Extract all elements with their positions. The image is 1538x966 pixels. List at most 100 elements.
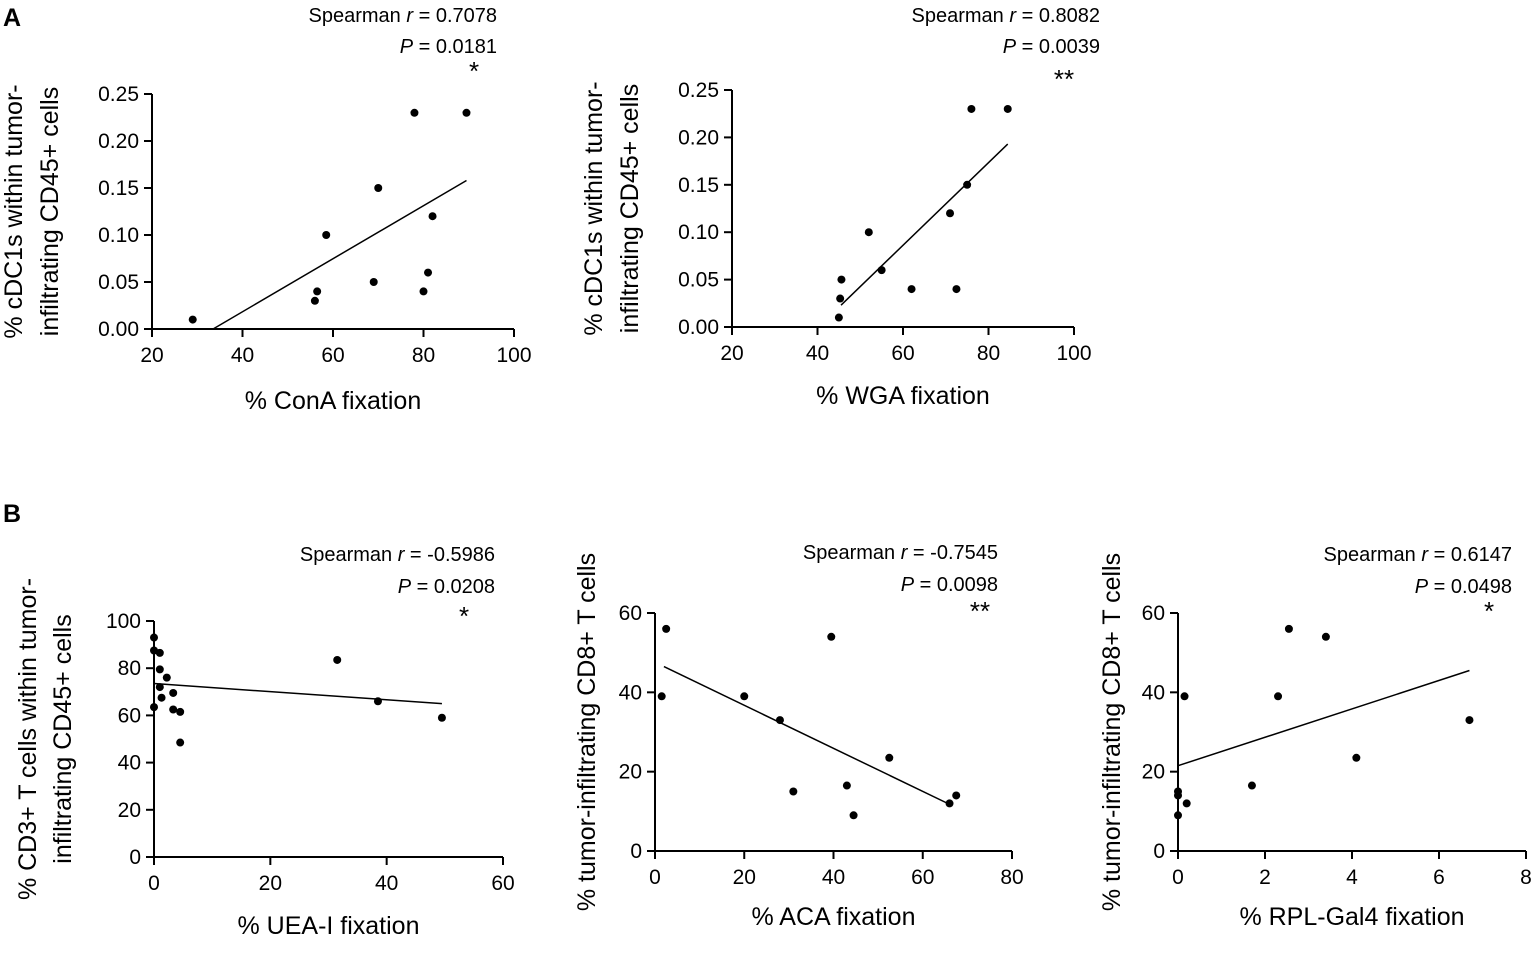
x-tick-label: 100 xyxy=(1056,342,1091,365)
x-axis-title: % ACA fixation xyxy=(752,903,916,931)
significance-stars: ** xyxy=(970,596,990,626)
data-point xyxy=(952,285,961,294)
data-point xyxy=(410,108,419,117)
data-point xyxy=(155,683,164,692)
y-tick-label: 0.20 xyxy=(98,130,139,153)
x-tick-label: 80 xyxy=(412,344,435,367)
y-tick-label: 100 xyxy=(106,610,141,633)
p-value-label: P = 0.0181 xyxy=(400,36,497,58)
x-tick-label: 4 xyxy=(1346,866,1358,889)
data-point xyxy=(419,287,428,296)
x-tick-label: 0 xyxy=(148,872,160,895)
y-tick-label: 20 xyxy=(118,799,141,822)
y-axis-title-line: infiltrating CD45+ cells xyxy=(616,84,644,333)
data-point xyxy=(150,633,158,642)
data-point xyxy=(437,713,446,722)
y-tick-label: 0 xyxy=(129,846,141,869)
data-point xyxy=(967,104,976,113)
data-point xyxy=(369,278,378,286)
y-tick-label: 0.05 xyxy=(678,269,719,292)
y-tick-label: 40 xyxy=(1142,681,1165,704)
x-tick-label: 40 xyxy=(375,872,398,895)
data-point xyxy=(169,705,178,714)
y-axis-title-line: % tumor-infiltrating CD8+ T cells xyxy=(573,553,601,911)
data-point xyxy=(188,315,197,324)
data-point xyxy=(374,184,383,192)
scatter-chart-3: 0 20 40 60 0 20 40 60 80 100 % UEA-I fixation % CD3… xyxy=(14,544,515,940)
data-point xyxy=(162,673,171,682)
y-tick-label: 40 xyxy=(118,752,141,775)
p-value-label: P = 0.0098 xyxy=(901,574,998,596)
data-point xyxy=(946,209,955,218)
y-axis-title-line: % CD3+ T cells within tumor- xyxy=(14,578,42,900)
y-tick-label: 0 xyxy=(1153,840,1165,863)
y-axis-title-line: % cDC1s within tumor- xyxy=(0,84,28,338)
data-point xyxy=(864,228,873,237)
data-point xyxy=(740,692,749,701)
data-point xyxy=(662,624,671,633)
scatter-chart-5: 0 2 4 6 8 0 20 40 60 % RPL-Gal4 fixation % tumor-i… xyxy=(1098,544,1532,931)
x-tick-label: 60 xyxy=(491,872,514,895)
data-point xyxy=(657,692,666,701)
y-tick-label: 20 xyxy=(1142,761,1165,784)
data-point xyxy=(373,697,382,706)
data-point xyxy=(945,799,954,808)
x-tick-label: 80 xyxy=(977,342,1000,365)
x-axis-title: % ConA fixation xyxy=(245,387,422,415)
x-tick-label: 100 xyxy=(496,344,531,367)
y-tick-label: 80 xyxy=(118,657,141,680)
spearman-r-label: Spearman r = -0.5986 xyxy=(300,544,495,566)
x-tick-label: 20 xyxy=(733,866,756,889)
spearman-r-label: Spearman r = 0.8082 xyxy=(912,5,1100,27)
significance-stars: * xyxy=(459,601,469,631)
data-point xyxy=(169,688,178,697)
significance-stars: * xyxy=(1484,596,1494,626)
x-tick-label: 20 xyxy=(720,342,743,365)
y-tick-label: 20 xyxy=(619,761,642,784)
data-point xyxy=(333,655,342,664)
data-point xyxy=(155,665,164,674)
y-tick-label: 0.25 xyxy=(678,79,719,102)
data-point xyxy=(775,716,784,725)
y-tick-label: 60 xyxy=(619,602,642,625)
data-point xyxy=(1284,624,1293,633)
scatter-chart-1: 20 40 60 80 100 0.00 0.05 0.10 0.15 0.20 0.25 % Con… xyxy=(0,5,532,415)
x-tick-label: 8 xyxy=(1520,866,1532,889)
data-point xyxy=(1352,753,1361,762)
data-point xyxy=(1003,104,1012,113)
data-point xyxy=(827,632,836,641)
p-value-label: P = 0.0208 xyxy=(398,576,495,598)
y-tick-label: 0.00 xyxy=(98,318,139,341)
regression-line xyxy=(840,143,1009,306)
x-tick-label: 0 xyxy=(649,866,661,889)
data-point xyxy=(907,285,916,294)
y-tick-label: 0 xyxy=(630,840,642,863)
x-tick-label: 20 xyxy=(259,872,282,895)
data-point xyxy=(176,707,185,716)
data-point xyxy=(1174,811,1182,820)
panel-label-a: A xyxy=(3,4,21,32)
y-tick-label: 0.20 xyxy=(678,126,719,149)
data-point xyxy=(428,212,437,221)
x-tick-label: 80 xyxy=(1000,866,1023,889)
data-point xyxy=(1274,692,1283,701)
data-point xyxy=(176,738,185,747)
data-point xyxy=(1465,716,1474,725)
x-tick-label: 60 xyxy=(321,344,344,367)
data-point xyxy=(1180,692,1189,701)
x-tick-label: 20 xyxy=(140,344,163,367)
panel-label-b: B xyxy=(3,500,21,528)
data-point xyxy=(877,266,886,275)
data-point xyxy=(424,268,433,277)
data-point xyxy=(963,180,972,189)
data-point xyxy=(837,275,846,284)
x-tick-label: 2 xyxy=(1259,866,1271,889)
x-tick-label: 40 xyxy=(806,342,829,365)
y-tick-label: 0.05 xyxy=(98,271,139,294)
x-axis-title: % RPL-Gal4 fixation xyxy=(1239,903,1464,931)
significance-stars: ** xyxy=(1054,64,1074,94)
p-value-label: P = 0.0498 xyxy=(1415,576,1512,598)
x-axis-title: % WGA fixation xyxy=(816,382,990,410)
